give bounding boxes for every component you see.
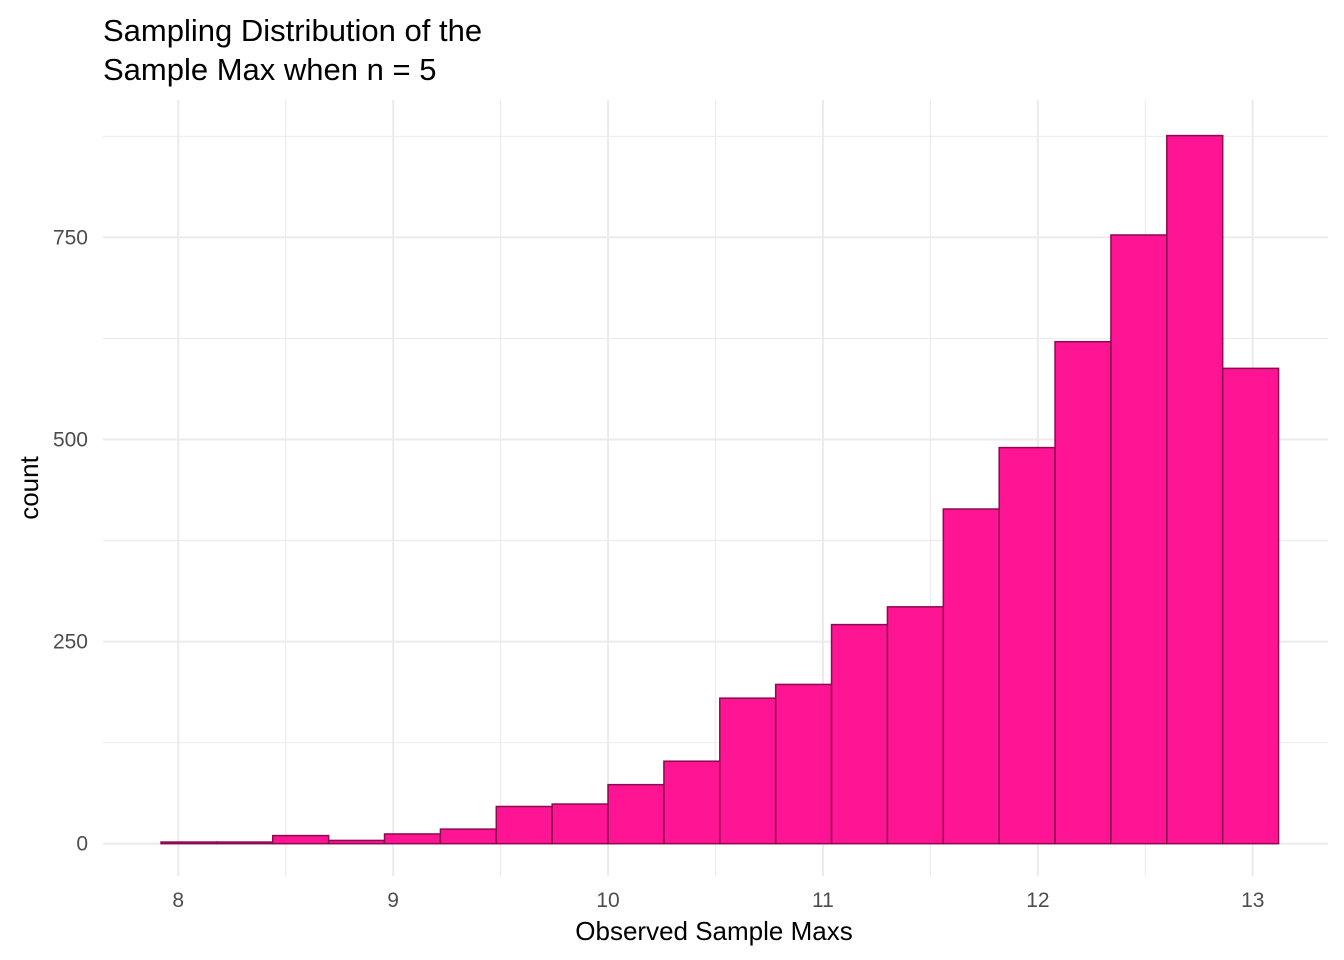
histogram-bar-9 (663, 760, 721, 845)
x-tick-label-4: 12 (1026, 889, 1049, 912)
x-axis-title: Observed Sample Maxs (575, 916, 852, 946)
histogram-bar-12 (830, 623, 889, 845)
x-tick-label-0: 8 (172, 889, 184, 912)
histogram-bar-0 (160, 841, 218, 845)
histogram-bar-15 (998, 446, 1056, 845)
histogram-bar-2 (272, 834, 330, 845)
chart-title-line-2: Sample Max when n = 5 (103, 52, 436, 87)
y-tick-label-3: 750 (53, 226, 88, 249)
x-tick-label-5: 13 (1241, 889, 1264, 912)
histogram-bar-6 (495, 805, 553, 845)
x-tick-label-3: 11 (812, 889, 834, 912)
histogram-bar-14 (942, 508, 1000, 845)
y-axis-title: count (14, 455, 44, 519)
histogram-bars (160, 134, 1280, 845)
histogram-bar-19 (1221, 367, 1280, 845)
histogram-bar-11 (774, 683, 833, 845)
histogram-bar-18 (1166, 134, 1224, 845)
histogram-bar-10 (719, 697, 777, 845)
histogram-bar-5 (439, 828, 498, 845)
histogram-bar-16 (1054, 340, 1112, 845)
histogram-bar-7 (551, 803, 609, 845)
x-axis-ticks: 8 9 10 11 12 13 (172, 889, 1264, 912)
histogram-bar-17 (1110, 234, 1168, 845)
y-tick-label-0: 0 (76, 833, 88, 856)
chart-title-line-1: Sampling Distribution of the (103, 13, 482, 48)
histogram-bar-8 (607, 783, 665, 845)
y-axis-ticks: 0 250 500 750 (53, 226, 88, 855)
histogram-bar-3 (327, 839, 386, 845)
histogram-bar-13 (886, 606, 945, 845)
histogram-bar-1 (216, 841, 274, 845)
x-tick-label-2: 10 (596, 889, 619, 912)
histogram-bar-4 (383, 833, 442, 845)
x-tick-label-1: 9 (387, 889, 399, 912)
y-tick-label-2: 500 (53, 429, 88, 452)
y-tick-label-1: 250 (53, 631, 88, 654)
